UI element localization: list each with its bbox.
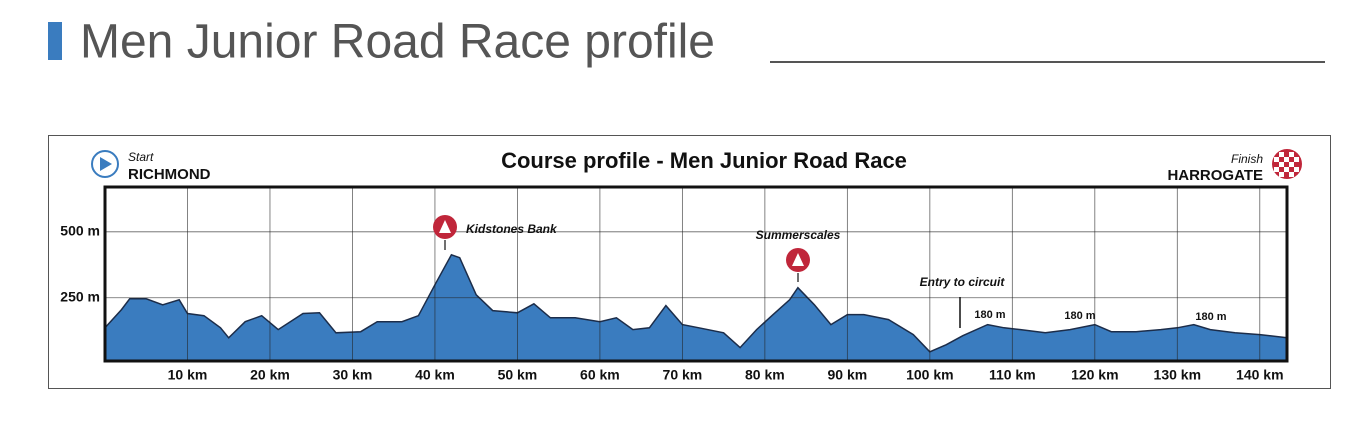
x-tick-label: 50 km <box>498 367 538 383</box>
chart-title: Course profile - Men Junior Road Race <box>501 148 907 173</box>
annotation: 180 m <box>1195 311 1226 323</box>
x-tick-label: 90 km <box>828 367 868 383</box>
elevation-area <box>105 254 1287 361</box>
y-tick-label: 250 m <box>60 288 100 304</box>
x-tick-label: 10 km <box>168 367 208 383</box>
x-tick-label: 80 km <box>745 367 785 383</box>
climb-peak <box>439 220 451 233</box>
x-tick-label: 140 km <box>1236 367 1283 383</box>
x-tick-label: 70 km <box>663 367 703 383</box>
x-tick-label: 130 km <box>1154 367 1201 383</box>
start-label: Start <box>128 150 154 164</box>
annotation: 180 m <box>1064 310 1095 322</box>
annotation: Summerscales <box>756 228 841 242</box>
x-tick-label: 40 km <box>415 367 455 383</box>
start-place: RICHMOND <box>128 166 211 183</box>
page-title: Men Junior Road Race profile <box>80 16 715 69</box>
finish-place: HARROGATE <box>1167 167 1263 184</box>
x-tick-label: 120 km <box>1071 367 1118 383</box>
start-arrow <box>100 157 112 171</box>
y-tick-label: 500 m <box>60 223 100 239</box>
x-tick-label: 110 km <box>989 367 1036 383</box>
plot-frame <box>103 185 1289 363</box>
finish-label: Finish <box>1231 152 1263 166</box>
title-accent <box>48 22 62 60</box>
annotation: Kidstones Bank <box>466 222 558 236</box>
climb-peak <box>792 253 804 266</box>
x-tick-label: 60 km <box>580 367 620 383</box>
finish-checks <box>1274 152 1299 177</box>
finish-icon <box>1272 149 1302 179</box>
annotation: Entry to circuit <box>920 275 1006 289</box>
elevation-line <box>104 253 1288 353</box>
chart-frame <box>48 135 1331 389</box>
x-tick-label: 20 km <box>250 367 290 383</box>
x-tick-label: 30 km <box>333 367 373 383</box>
x-tick-label: 100 km <box>906 367 953 383</box>
annotation: 180 m <box>974 309 1005 321</box>
